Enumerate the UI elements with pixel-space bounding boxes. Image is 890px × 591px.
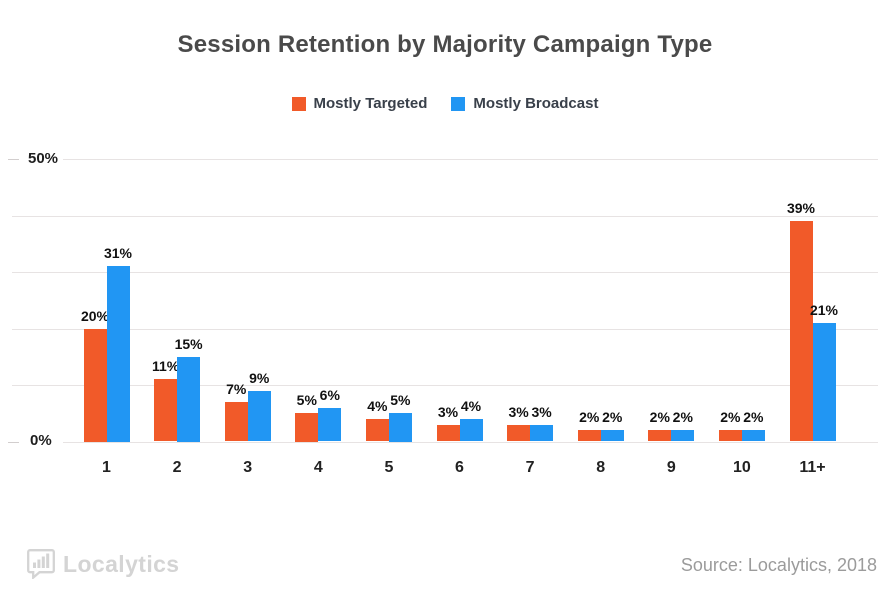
bar-mostly-broadcast [459,418,483,442]
bar-mostly-targeted [154,379,178,442]
bar-value-label: 15% [174,335,203,352]
bar-value-label: 4% [367,397,388,414]
legend-item-mostly-broadcast: Mostly Broadcast [451,95,598,112]
bar-mostly-targeted [718,430,742,442]
gridline [12,216,878,217]
bar-value-label: 5% [390,392,411,409]
bar-mostly-broadcast [741,430,765,442]
x-axis-label: 6 [455,459,464,476]
legend-item-mostly-targeted: Mostly Targeted [291,95,428,112]
bar-mostly-targeted [365,418,389,442]
legend-swatch-broadcast-icon [451,96,466,111]
bar-mostly-broadcast [812,322,836,442]
gridline [63,159,878,160]
x-axis-label: 7 [525,459,535,476]
bar-mostly-targeted [507,424,531,442]
legend-swatch-targeted-icon [291,96,306,111]
x-axis-label: 9 [666,459,676,476]
bar-mostly-targeted [577,430,601,442]
bar-mostly-targeted [648,430,672,442]
bar-mostly-targeted [83,328,107,442]
bar-value-label: 2% [579,409,600,426]
x-axis-label: 11+ [799,459,826,476]
gridline [12,272,878,273]
bar-mostly-targeted [436,424,460,442]
bar-value-label: 4% [460,397,482,414]
logo-text: Localytics [63,550,180,577]
bar-value-label: 20% [80,307,110,324]
y-axis-tick [8,159,19,160]
bar-chart-speech-bubble-icon [27,549,55,579]
bar-mostly-targeted [224,401,248,442]
legend-label: Mostly Targeted [313,95,428,112]
bar-mostly-broadcast [671,430,695,442]
x-axis-label: 5 [384,459,394,476]
source-attribution: Source: Localytics, 2018 [680,555,877,575]
x-axis-label: 8 [596,459,606,476]
bar-value-label: 2% [743,409,764,426]
x-axis-label: 10 [732,459,751,476]
y-axis-label-50: 50% [28,150,59,167]
y-axis-tick [8,442,19,443]
x-axis-label: 2 [172,459,182,476]
y-axis-label-0: 0% [30,432,52,449]
bar-value-label: 7% [226,380,247,397]
x-axis-label: 4 [313,459,323,476]
bar-mostly-targeted [789,221,813,442]
bar-value-label: 5% [296,392,317,409]
legend-label: Mostly Broadcast [473,95,599,112]
bar-value-label: 2% [672,409,693,426]
bar-mostly-broadcast [247,390,271,442]
bar-value-label: 3% [437,403,459,420]
bar-value-label: 2% [649,409,670,426]
bar-mostly-targeted [295,413,319,442]
x-axis-label: 3 [243,459,253,476]
bar-value-label: 21% [809,301,839,318]
chart-title: Session Retention by Majority Campaign T… [177,31,713,58]
bar-value-label: 3% [531,403,552,420]
gridline [12,385,878,386]
x-axis-label: 1 [102,459,111,476]
bar-value-label: 2% [602,409,623,426]
gridline [12,329,878,330]
bar-mostly-broadcast [106,266,130,442]
bar-value-label: 2% [720,409,741,426]
bar-value-label: 3% [508,403,529,420]
bar-value-label: 39% [786,200,816,217]
gridline [63,442,878,443]
bar-value-label: 9% [249,369,270,386]
bar-mostly-broadcast [600,430,624,442]
bar-mostly-broadcast [318,407,342,442]
localytics-logo: Localytics [27,549,180,579]
bar-value-label: 31% [103,245,133,262]
bar-mostly-broadcast [388,413,412,442]
bar-value-label: 6% [319,386,340,403]
chart-legend: Mostly Targeted Mostly Broadcast [0,95,890,112]
bar-value-label: 11% [151,358,180,375]
bar-mostly-broadcast [177,356,201,442]
bar-mostly-broadcast [530,424,554,442]
